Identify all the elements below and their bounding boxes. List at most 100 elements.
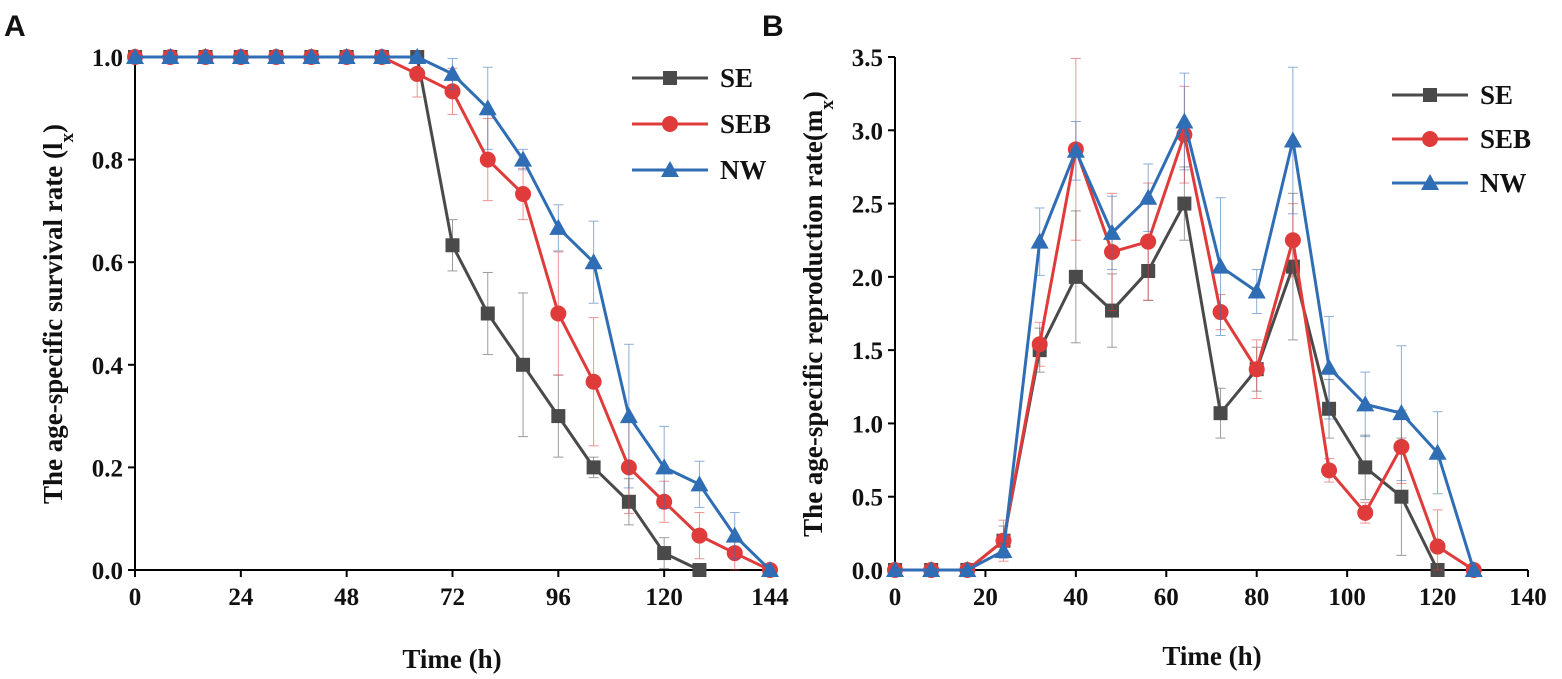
panel-b-legend-nw-marker [1421,174,1439,190]
panel-a-y-tick-label: 0.0 [92,558,123,585]
panel-b-se-point [1394,489,1409,504]
panel-b-y-tick-label: 1.5 [852,338,883,365]
panel-a-y-axis-title: The age-specific survival rate (lx) [38,124,78,504]
panel-b-x-tick-label: 20 [973,584,998,611]
panel-a-legend-nw: NW [632,155,767,185]
panel-a-seb-point [691,527,708,544]
panel-b-nw-point [1030,232,1049,249]
panel-a-legend-se-marker [663,71,677,85]
panel-b-seb-point [1321,462,1338,479]
panel-a-x-tick-label: 120 [645,584,683,611]
panel-b-se-line [895,199,1439,572]
panel-b-nw-point [1247,282,1266,299]
panel-b-nw-point [1356,395,1375,412]
panel-a-nw-point [619,407,638,424]
panel-a-se-point [551,409,566,424]
panel-a-seb-point [550,305,567,322]
panel-b-x-tick-label: 140 [1509,584,1547,611]
panel-a-x-tick-label: 0 [129,584,142,611]
panel-a-y-tick-label: 1.0 [92,45,123,72]
panel-a-se-point [516,357,531,372]
panel-b-nw-point [1066,141,1085,158]
panel-b-nw-point [1392,404,1411,421]
panel-a-series-seb [127,49,778,578]
panel-b-x-tick-label: 100 [1328,584,1366,611]
panel-a-legend-seb: SEB [632,109,771,139]
panel-b-x-tick-label: 40 [1063,584,1088,611]
panel-b-nw-point [886,561,904,577]
panel-b-nw-point [1320,358,1339,375]
panel-a-seb-point [409,65,426,82]
panel-b-y-tick-label: 2.0 [852,265,883,292]
panel-b-letter: B [762,10,784,43]
panel-b-y-tick-label: 0.0 [852,558,883,585]
panel-b-nw-point [1211,257,1230,274]
panel-a-se-point [692,563,707,577]
panel-b-y-tick-label: 3.0 [852,118,883,145]
panel-a-legend-se-label: SE [720,63,753,93]
panel-b-se-point [1358,460,1373,475]
panel-b-legend-seb: SEB [1392,124,1531,154]
panel-a-axes: 0 24 48 72 96 120 144 0.0 0.2 0.4 0.6 0.8 1.0 [92,45,790,611]
panel-a-nw-point [372,48,391,64]
panel-b-reproduction-chart: B 0 20 40 60 80 100 120 140 0.0 0.5 1.0 1.5 2.0 2.5 3.… [762,10,1547,671]
panel-b-series-nw [886,66,1483,577]
panel-b-nw-point [1175,112,1194,129]
panel-a-legend-nw-marker [661,161,679,177]
panel-b-x-tick-label: 60 [1154,584,1179,611]
panel-b-nw-point [1464,561,1483,577]
panel-a-nw-point [337,48,356,64]
panel-a-nw-point [725,526,744,543]
panel-a-nw-point [655,458,674,475]
panel-b-nw-point [1283,131,1302,148]
panel-a-legend-seb-marker [662,116,678,132]
panel-a-seb-point [444,83,461,100]
panel-a-se-point [480,306,495,321]
panel-b-seb-point [1284,232,1301,249]
panel-a-nw-point [231,48,250,64]
panel-b-nw-point [994,541,1013,558]
panel-b-legend-se-label: SE [1480,80,1513,110]
panel-a-x-tick-label: 144 [751,584,789,611]
panel-a-series-se [128,50,707,577]
panel-b-nw-point [958,561,977,577]
panel-b-x-tick-label: 80 [1244,584,1269,611]
panel-a-legend-seb-label: SEB [720,109,771,139]
panel-b-seb-point [1429,538,1446,555]
panel-a-legend: SE SEB NW [632,63,771,185]
panel-b-nw-point [1103,223,1122,240]
panel-a-y-tick-label: 0.4 [92,353,124,380]
panel-b-y-tick-label: 2.5 [852,192,883,219]
panel-b-seb-point [1248,361,1265,378]
panel-a-nw-point [126,48,144,64]
panel-a-y-tick-label: 0.8 [92,148,123,175]
panel-b-se-point [1177,196,1192,211]
panel-b-y-axis-title: The age-specific reproduction rate(mx) [798,91,838,537]
panel-a-legend-se: SE [632,63,753,93]
panel-a-nw-point [196,48,215,64]
panel-a-nw-point [514,150,533,167]
panel-a-letter: A [4,10,26,43]
panel-b-nw-point [922,561,941,577]
panel-b-y-tick-label: 3.5 [852,45,883,72]
panel-a-nw-point [761,561,779,577]
panel-a-legend-nw-label: NW [720,155,767,185]
panel-a-nw-point [408,48,427,64]
panel-b-se-point [1213,406,1228,421]
panel-b-seb-point [1357,504,1374,521]
panel-b-x-axis-title: Time (h) [1162,641,1261,671]
panel-a-nw-point [267,48,286,64]
panel-a-x-tick-label: 96 [546,584,571,611]
panel-a-y-tick-label: 0.2 [92,455,123,482]
panel-a-nw-line [135,55,772,572]
panel-b-nw-point [1139,188,1158,205]
panel-a-x-tick-label: 24 [228,584,254,611]
panel-b-legend: SE SEB NW [1392,80,1531,198]
panel-a-se-point [445,238,460,253]
panel-b-x-tick-label: 0 [889,584,902,611]
panel-a-se-line [135,55,701,572]
panel-a-seb-point [479,151,496,168]
panel-a-seb-point [515,185,532,202]
panel-a-nw-point [478,99,497,116]
panel-a-x-tick-label: 72 [440,584,465,611]
